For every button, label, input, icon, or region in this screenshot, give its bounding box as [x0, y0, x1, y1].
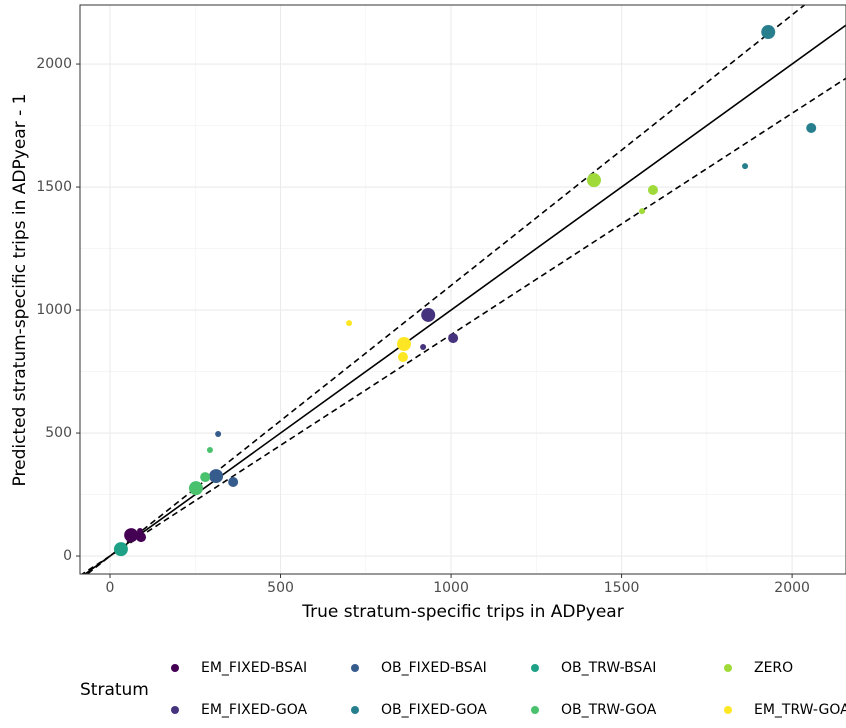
- point: [761, 25, 776, 40]
- point: [397, 352, 408, 363]
- x-tick-label: 2000: [774, 580, 810, 596]
- point: [215, 431, 222, 438]
- point: [396, 336, 411, 351]
- point: [136, 532, 147, 543]
- point: [188, 481, 203, 496]
- reference-line: [83, 24, 846, 574]
- points: [113, 25, 817, 557]
- legend-swatch: [724, 664, 732, 672]
- point: [742, 163, 749, 170]
- point: [421, 307, 436, 322]
- y-axis-label: Predicted stratum-specific trips in ADPy…: [10, 94, 30, 487]
- point: [200, 472, 211, 483]
- reference-line: [80, 77, 846, 574]
- y-tick-label: 500: [45, 425, 72, 441]
- x-tick-label: 1000: [433, 580, 469, 596]
- grid: [80, 5, 846, 574]
- y-tick-label: 0: [63, 548, 72, 564]
- legend-swatch: [351, 664, 359, 672]
- x-tick-label: 1500: [604, 580, 640, 596]
- x-tick-label: 500: [267, 580, 294, 596]
- point: [647, 184, 658, 195]
- point: [346, 320, 353, 327]
- legend-title: Stratum: [80, 680, 149, 700]
- point: [639, 208, 646, 215]
- point: [206, 447, 213, 454]
- point: [209, 469, 224, 484]
- legend-swatch: [171, 706, 179, 714]
- point: [420, 343, 427, 350]
- legend-label: EM_TRW-GOA: [754, 702, 846, 718]
- point: [586, 173, 601, 188]
- point: [448, 333, 459, 344]
- x-axis-label: True stratum-specific trips in ADPyear: [301, 602, 623, 622]
- point: [806, 123, 817, 134]
- legend-swatch: [531, 664, 539, 672]
- y-tick-label: 1000: [36, 302, 72, 318]
- point: [113, 542, 128, 557]
- legend-label: EM_FIXED-GOA: [201, 702, 308, 718]
- point: [137, 527, 144, 534]
- point: [228, 476, 239, 487]
- point: [124, 528, 139, 543]
- legend-swatch: [531, 706, 539, 714]
- legend-label: EM_FIXED-BSAI: [201, 660, 307, 676]
- legend-label: ZERO: [754, 660, 793, 676]
- legend-swatch: [724, 706, 732, 714]
- plot-border: [79, 4, 846, 575]
- legend-label: OB_FIXED-GOA: [381, 702, 487, 718]
- legend-label: OB_TRW-GOA: [561, 702, 657, 718]
- legend-swatch: [171, 664, 179, 672]
- y-tick-label: 2000: [36, 56, 72, 72]
- x-tick-label: 0: [106, 580, 115, 596]
- legend-label: OB_TRW-BSAI: [561, 660, 656, 676]
- y-tick-label: 1500: [36, 179, 72, 195]
- legend-swatch: [351, 706, 359, 714]
- legend-label: OB_FIXED-BSAI: [381, 660, 487, 676]
